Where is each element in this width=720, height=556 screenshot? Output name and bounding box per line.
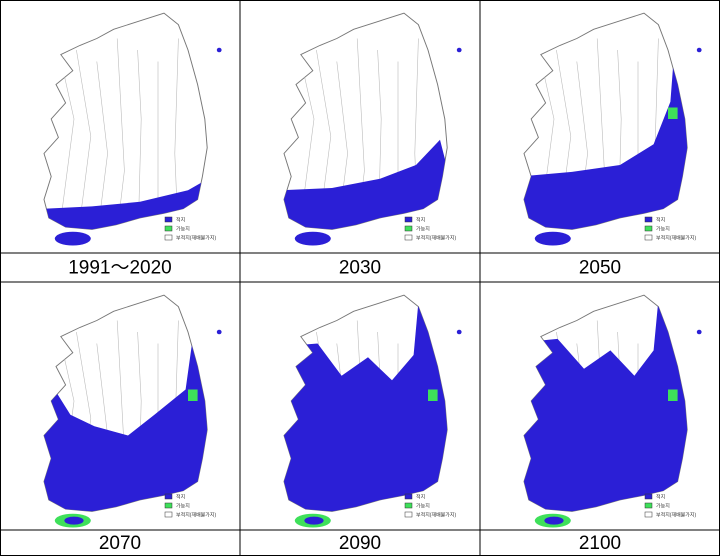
possible-area [668,389,678,401]
legend-swatch [164,216,173,223]
district-line [96,61,108,212]
legend-label: 가능지 [656,502,670,509]
korea-map [283,294,462,528]
legend-swatch [644,493,653,500]
legend-label: 적지 [656,493,665,500]
legend-swatch [164,511,173,518]
island [696,47,702,53]
possible-area [188,389,198,401]
island [456,47,462,53]
korea-map [523,294,702,528]
legend-label: 가능지 [416,225,430,232]
legend-swatch [404,502,413,509]
island [216,329,222,335]
korea-map [43,294,222,528]
district-line [137,49,142,212]
district-line [116,38,125,212]
jeju-core [544,516,564,525]
legend-swatch [164,502,173,509]
legend-swatch [164,234,173,241]
island [216,47,222,53]
legend-swatch [644,225,653,232]
suitable-area [284,139,448,230]
korea-map [283,12,462,246]
possible-area [668,107,678,119]
island [696,329,702,335]
legend-swatch [404,511,413,518]
possible-area [428,389,438,401]
legend-label: 부적지(재배불가지) [416,234,456,241]
legend-label: 적지 [176,493,185,500]
jeju [294,231,331,246]
korea-map [523,12,702,246]
legend-swatch [644,234,653,241]
legend-label: 적지 [416,216,425,223]
legend-label: 부적지(재배불가지) [656,234,696,241]
jeju-core [304,516,324,525]
legend-label: 적지 [416,493,425,500]
korea-map [43,12,222,246]
jeju [54,231,91,246]
district-line [76,49,92,212]
legend-swatch [644,502,653,509]
legend-label: 부적지(재배불가지) [176,511,216,518]
panel-label: 1991～2020 [68,258,172,279]
legend-swatch [404,216,413,223]
legend-label: 가능지 [176,502,190,509]
jeju [534,231,571,246]
legend-swatch [404,234,413,241]
legend-label: 가능지 [176,225,190,232]
legend-swatch [404,493,413,500]
district-line [316,49,332,212]
legend-label: 부적지(재배불가지) [176,234,216,241]
legend-swatch [164,225,173,232]
suitable-area [44,320,208,512]
legend-label: 적지 [176,216,185,223]
legend-swatch [644,511,653,518]
legend-label: 가능지 [416,502,430,509]
legend-label: 가능지 [656,225,670,232]
legend-swatch [404,225,413,232]
panel-label: 2100 [579,533,621,554]
panel-label: 2030 [339,258,381,279]
panel-label: 2050 [579,258,621,279]
island [456,329,462,335]
district-line [174,38,179,212]
legend-swatch [644,216,653,223]
jeju-core [64,516,84,525]
legend-label: 부적지(재배불가지) [416,511,456,518]
legend-label: 부적지(재배불가지) [656,511,696,518]
suitable-area [524,38,688,230]
panel-label: 2070 [99,533,141,554]
legend-label: 적지 [656,216,665,223]
panel-label: 2090 [339,533,381,554]
legend-swatch [164,493,173,500]
